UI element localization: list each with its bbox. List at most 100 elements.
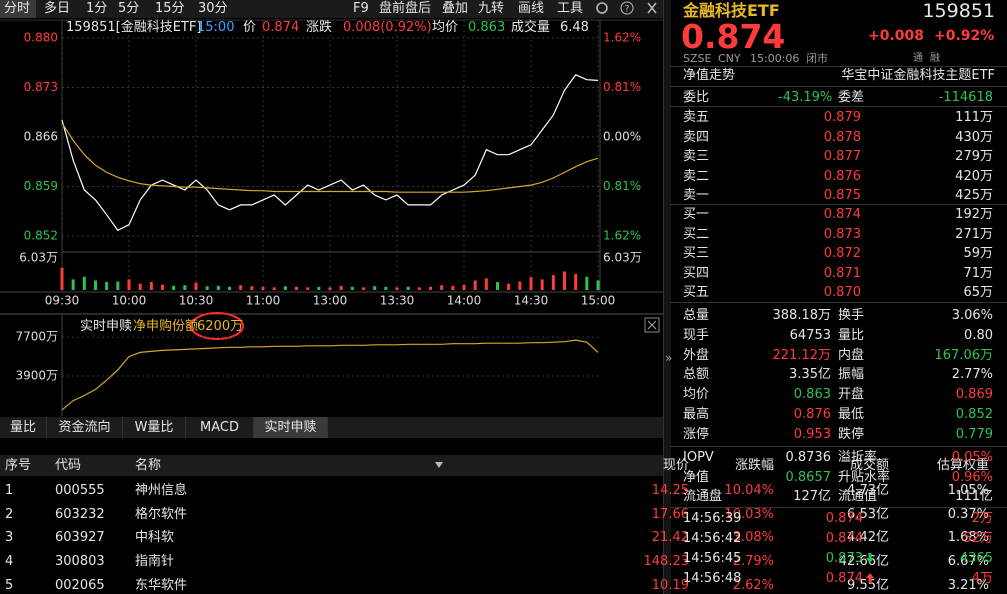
settings-icon[interactable] <box>596 2 608 14</box>
toolbar-tab[interactable]: 5分 <box>118 1 140 16</box>
volume-bar <box>596 280 600 290</box>
svg-text:?: ? <box>625 5 630 15</box>
table-cell: 603232 <box>55 507 105 522</box>
table-cell[interactable]: 中科软 <box>135 530 175 545</box>
help-icon[interactable]: ? <box>620 1 634 15</box>
close-icon[interactable] <box>647 2 657 14</box>
bottom-tab[interactable]: MACD <box>186 417 254 438</box>
trade-arrow <box>866 573 874 583</box>
x-tick-label: 10:00 <box>112 294 147 308</box>
stat-label: 跌停 <box>838 426 865 442</box>
separator <box>670 66 1007 67</box>
volume-bar <box>105 282 109 290</box>
table-cell[interactable]: 东华软件 <box>135 578 188 593</box>
bottom-tab[interactable]: 实时申赎 <box>254 417 328 438</box>
separator <box>670 86 1007 87</box>
separator <box>670 302 1007 303</box>
bottom-tab[interactable]: 资金流向 <box>47 417 123 438</box>
table-header-cell[interactable]: 估算权重 <box>936 458 989 473</box>
volume-bar <box>116 281 120 290</box>
table-cell[interactable]: 格尔软件 <box>135 507 188 522</box>
volume-bar <box>451 285 455 290</box>
table-cell: 10.19 <box>651 578 689 593</box>
x-tick-label: 11:00 <box>246 294 281 308</box>
volume-bar <box>216 285 220 290</box>
stat-value: 388.18万 <box>772 308 832 323</box>
table-cell[interactable]: 指南针 <box>135 554 175 569</box>
quote-change: +0.008 <box>868 28 925 44</box>
volume-bar <box>228 286 231 290</box>
table-cell: 000555 <box>55 483 105 498</box>
table-cell: 1.68% <box>947 530 989 545</box>
nav-label[interactable]: 净值走势 <box>683 68 736 83</box>
volume-bar <box>585 276 589 290</box>
volume-bar <box>563 271 566 290</box>
sub-title: 实时申赎 <box>80 319 133 334</box>
toolbar-menu[interactable]: 九转 <box>478 1 505 16</box>
currency: CNY <box>718 52 741 65</box>
trade-time: 14:56:42 <box>683 531 742 546</box>
toolbar-menu[interactable]: 盘前盘后 <box>379 1 432 16</box>
table-cell[interactable]: 神州信息 <box>135 483 188 498</box>
toolbar-menu[interactable]: 叠加 <box>442 1 469 16</box>
stat-value: 0.869 <box>955 387 993 403</box>
stat-label: 总额 <box>683 367 710 383</box>
trade-volume: 2万 <box>971 511 993 526</box>
stat-label: 开盘 <box>838 387 865 403</box>
quote-price: 0.874 <box>681 17 786 56</box>
toolbar-tab[interactable]: 多日 <box>44 1 71 16</box>
order-label: 卖四 <box>683 129 710 145</box>
y-tick-label: 6.03万 <box>19 251 58 265</box>
stat-label: 内盘 <box>838 347 865 363</box>
toolbar-menu[interactable]: 画线 <box>518 1 545 16</box>
diff-label: 委差 <box>838 90 865 105</box>
order-label: 买一 <box>683 207 710 222</box>
table-cell: 300803 <box>55 554 105 569</box>
stat-label: 现手 <box>683 327 710 343</box>
quote-change-pct: +0.92% <box>934 28 995 44</box>
volume-bar <box>127 279 131 290</box>
intraday-chart: ? 0.880 0.873 0.866 0.859 0.852 1.62% 0.81% 0.0… <box>0 0 663 416</box>
volume-bar <box>440 285 444 290</box>
toolbar-menu[interactable]: F9 <box>353 1 369 16</box>
close-button[interactable] <box>644 317 660 333</box>
table-cell: 1.05% <box>947 483 989 498</box>
table-cell: 148.23 <box>643 554 690 569</box>
volume-bar <box>362 287 365 290</box>
volume-bar <box>205 286 209 290</box>
toolbar-menu[interactable]: 工具 <box>557 1 584 16</box>
table-header-cell[interactable]: 现价 <box>662 458 689 473</box>
stat-value: 3.06% <box>951 308 993 323</box>
volume-bar <box>172 285 176 290</box>
volume-bar <box>71 279 75 290</box>
toolbar-tab[interactable]: 30分 <box>198 1 228 16</box>
expand-icon[interactable]: » <box>665 351 673 365</box>
stat-value: 111亿 <box>955 489 993 504</box>
volume-bar <box>384 286 388 290</box>
sub-value: 6200万 <box>197 319 244 334</box>
trade-time: 14:56:48 <box>683 571 742 586</box>
toolbar-tab[interactable]: 15分 <box>155 1 185 16</box>
order-volume: 59万 <box>963 246 993 261</box>
y-tick-label: 7700万 <box>15 330 58 344</box>
table-header-cell[interactable]: 成交额 <box>849 458 889 473</box>
stat-value: 0.8657 <box>785 469 832 485</box>
badge: 通 <box>913 53 923 64</box>
table-header-cell[interactable]: 涨跌幅 <box>734 458 774 473</box>
trade-price: 0.874 <box>825 511 863 526</box>
price-label: 价 <box>243 20 257 35</box>
table-cell: 10.03% <box>724 507 774 522</box>
bottom-tab[interactable]: 量比 <box>0 417 47 438</box>
order-volume: 192万 <box>955 207 993 222</box>
sort-icon[interactable] <box>434 461 444 469</box>
stat-label: 量比 <box>838 327 865 343</box>
bottom-tab[interactable]: W量比 <box>123 417 186 438</box>
volume-bar <box>417 287 421 290</box>
toolbar-tab[interactable]: 分时 <box>4 1 31 16</box>
table-cell: 10.04% <box>724 483 774 498</box>
table-cell: 2.79% <box>732 554 774 569</box>
stat-value: 0.876 <box>793 407 831 422</box>
trade-arrow <box>866 553 874 563</box>
x-tick-label: 14:00 <box>447 294 482 308</box>
toolbar-tab[interactable]: 1分 <box>86 1 108 16</box>
